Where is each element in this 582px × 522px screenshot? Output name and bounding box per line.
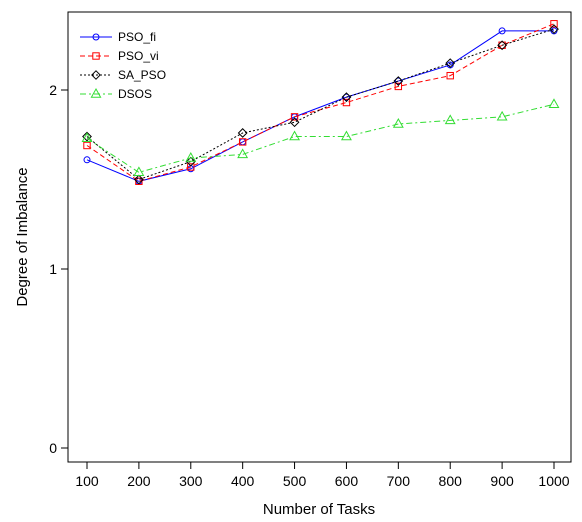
legend: PSO_fi PSO_vi SA_PSO DSOS (80, 30, 166, 101)
data-point-dsos (496, 110, 508, 121)
data-point-sa-pso (185, 156, 196, 167)
data-point-dsos (444, 114, 456, 125)
data-point-dsos (133, 166, 145, 177)
legend-label-dsos: DSOS (118, 87, 152, 101)
legend-marker-pso-vi (92, 52, 100, 60)
plot-frame (67, 11, 572, 463)
data-point-pso-vi (394, 82, 403, 91)
data-point-dsos (392, 117, 404, 128)
x-tick-label: 800 (439, 473, 463, 489)
data-point-sa-pso (237, 128, 248, 138)
data-point-dsos (340, 130, 352, 141)
x-axis: 100 200 300 400 500 600 700 800 900 1000 (75, 462, 570, 489)
x-axis-label: Number of Tasks (263, 501, 375, 518)
data-point-pso-vi (187, 163, 195, 171)
data-point-dsos (289, 130, 301, 141)
series-line-pso-vi (86, 23, 555, 182)
data-point-dsos (237, 148, 249, 159)
series-layer (81, 20, 560, 185)
series-line-sa-pso (86, 28, 555, 181)
y-axis-label: Degree of Imbalance (14, 167, 31, 306)
legend-label-sa-pso: SA_PSO (118, 68, 166, 82)
data-point-pso-vi (135, 177, 143, 185)
x-tick-label: 900 (490, 473, 514, 489)
x-tick-label: 600 (335, 473, 359, 489)
data-point-pso-fi (83, 156, 91, 164)
data-point-dsos (548, 98, 560, 109)
data-point-pso-vi (83, 141, 91, 150)
x-tick-label: 500 (283, 473, 307, 489)
legend-label-pso-fi: PSO_fi (118, 30, 156, 44)
legend-marker-dsos (90, 87, 102, 98)
data-point-dsos (185, 151, 197, 162)
y-axis: 0 1 2 (49, 82, 68, 456)
data-point-sa-pso (393, 76, 404, 86)
data-point-pso-vi (290, 113, 299, 121)
data-point-dsos (81, 132, 93, 143)
data-point-pso-vi (550, 20, 558, 28)
y-tick-label: 0 (49, 440, 57, 456)
data-point-pso-vi (238, 138, 247, 146)
data-point-sa-pso (497, 40, 508, 51)
y-tick-label: 2 (49, 82, 57, 98)
data-point-pso-fi (342, 93, 350, 101)
y-tick-label: 1 (49, 261, 57, 277)
x-tick-label: 300 (179, 473, 203, 489)
legend-marker-sa-pso (91, 70, 101, 80)
data-point-sa-pso (549, 24, 559, 35)
data-point-pso-vi (446, 71, 454, 80)
data-point-pso-vi (342, 98, 351, 107)
data-point-pso-vi (498, 41, 506, 49)
data-point-pso-fi (394, 77, 402, 85)
x-tick-label: 100 (75, 473, 99, 489)
series-line-pso-fi (86, 30, 554, 182)
data-point-sa-pso (133, 174, 144, 185)
legend-marker-pso-fi (92, 33, 100, 41)
x-tick-label: 700 (387, 473, 411, 489)
x-tick-label: 400 (231, 473, 255, 489)
data-point-sa-pso (82, 131, 92, 142)
legend-label-pso-vi: PSO_vi (118, 49, 159, 63)
x-tick-label: 200 (127, 473, 151, 489)
data-point-pso-fi (498, 27, 506, 35)
data-point-sa-pso (341, 92, 352, 103)
data-point-sa-pso (445, 58, 456, 69)
x-tick-label: 1000 (538, 473, 569, 489)
series-line-dsos (86, 103, 555, 173)
data-point-sa-pso (289, 117, 300, 128)
